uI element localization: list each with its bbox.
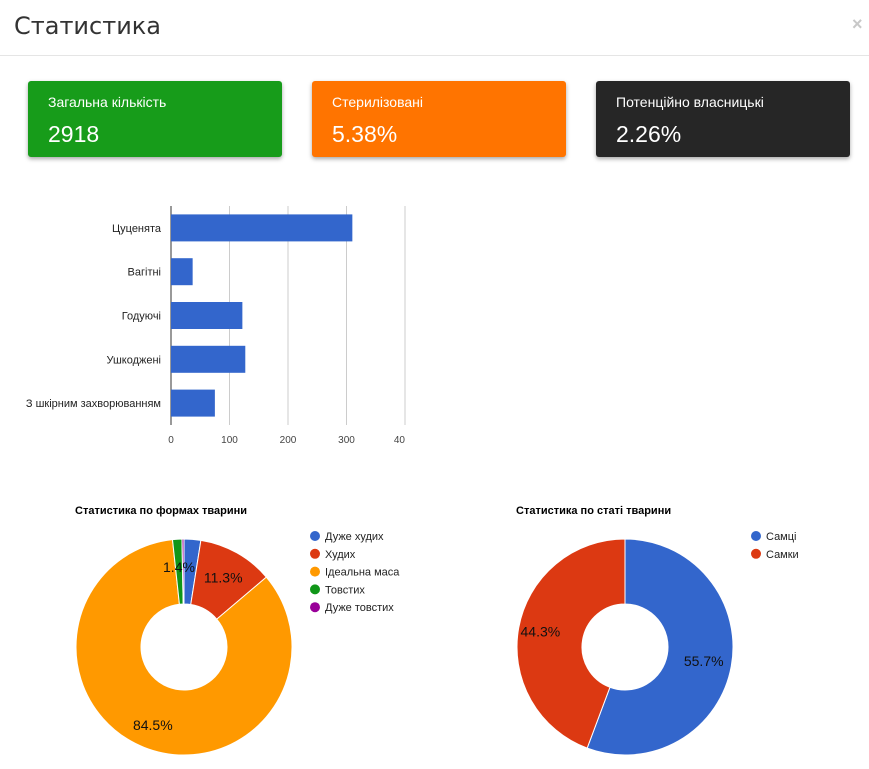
bar-category-label: Ушкоджені — [106, 354, 161, 366]
bar-x-tick-label: 300 — [338, 435, 355, 446]
bar-x-tick-label: 200 — [280, 435, 297, 446]
legend-label: Дуже худих — [325, 531, 384, 543]
pie-title: Статистика по формах тварини — [75, 505, 247, 517]
legend-label: Дуже товстих — [325, 602, 394, 614]
pie-chart-forms: Статистика по формах тварини 11.3% 84.5% 1.… — [75, 505, 400, 756]
pie-slice-label: 1.4% — [163, 559, 195, 575]
card-potentially-owned: Потенційно власницькі 2.26% — [596, 81, 850, 157]
close-icon[interactable]: × — [852, 14, 863, 34]
bar-category-label: Годуючі — [122, 311, 161, 323]
modal-header: Статистика × — [0, 0, 869, 56]
legend-swatch — [310, 548, 320, 559]
legend-swatch — [310, 531, 320, 541]
modal-title: Статистика — [14, 12, 161, 40]
legend-swatch — [310, 566, 320, 577]
pie-title: Статистика по статі тварини — [516, 505, 671, 517]
legend-label: Худих — [325, 549, 356, 561]
bar-x-tick-label: 40 — [394, 435, 406, 446]
card-label: Загальна кількість — [48, 94, 167, 110]
card-value: 2918 — [48, 121, 100, 147]
pie-slice-label: 55.7% — [684, 653, 724, 669]
bar-x-tick-label: 0 — [168, 435, 174, 446]
card-label: Потенційно власницькі — [616, 94, 764, 110]
bar-category-label: Цуценята — [112, 223, 162, 235]
bar — [171, 302, 243, 329]
bar — [171, 258, 193, 286]
card-value: 5.38% — [332, 121, 398, 147]
legend-label: Товстих — [325, 584, 365, 596]
pie-slice-label: 84.5% — [133, 717, 173, 733]
legend-label: Ідеальна маса — [325, 567, 400, 579]
legend-label: Самки — [766, 549, 799, 561]
pie-chart-sex: Статистика по статі тварини 55.7% 44.3% Сам… — [516, 505, 799, 756]
legend-swatch — [751, 531, 761, 541]
pie-slice-label: 44.3% — [521, 624, 561, 640]
pie-slice — [181, 538, 185, 605]
legend-swatch — [310, 602, 320, 613]
card-label: Стерилізовані — [332, 94, 423, 110]
legend-swatch — [310, 584, 320, 595]
legend-swatch — [751, 548, 761, 559]
pie-slice — [586, 538, 734, 756]
bar-x-tick-label: 100 — [221, 435, 238, 446]
pie-slice — [516, 538, 626, 749]
bar-category-label: Вагітні — [128, 267, 161, 279]
card-sterilized: Стерилізовані 5.38% — [312, 81, 566, 157]
bar — [171, 389, 215, 417]
pie-slice-label: 11.3% — [204, 569, 243, 585]
card-total-count: Загальна кількість 2918 — [28, 81, 282, 157]
pie-slice — [75, 539, 293, 756]
bar-category-label: З шкірним захворюванням — [26, 398, 161, 410]
card-value: 2.26% — [616, 121, 682, 147]
bar — [171, 345, 246, 373]
bar-chart: Цуценята Вагітні Годуючі Ушкоджені З шкірним… — [26, 206, 406, 446]
legend-label: Самці — [766, 531, 797, 543]
bar — [171, 214, 353, 242]
